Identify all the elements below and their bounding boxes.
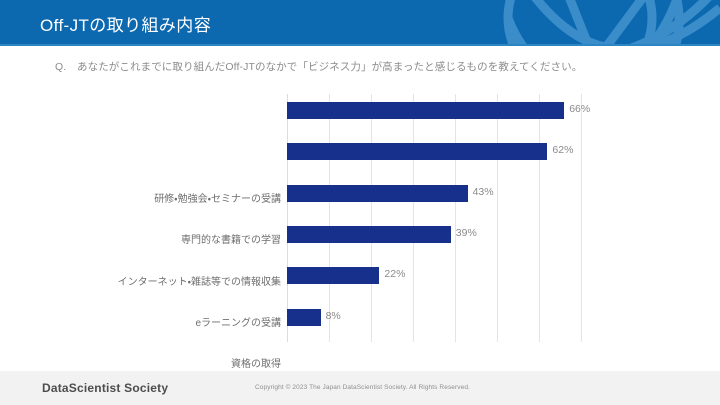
footer-copyright: Copyright © 2023 The Japan DataScientist… (255, 384, 470, 391)
bar (287, 308, 321, 326)
bar-row: 43% (287, 177, 581, 218)
page-title: Off-JTの取り組み内容 (40, 16, 212, 35)
category-label: インターネット・雑誌等での情報収集 (117, 276, 281, 288)
bar-row: 22% (287, 259, 581, 300)
gridline (539, 94, 540, 342)
bar-value-label: 39% (455, 227, 477, 239)
bar (287, 226, 451, 243)
category-row: インターネット・雑誌等での情報収集 (0, 267, 281, 308)
bar (287, 102, 565, 119)
globe-network-watermark-icon (503, 0, 720, 44)
category-label: 研修・勉強会・セミナーの受講 (154, 194, 281, 205)
bar-value-label: 62% (552, 144, 574, 157)
bar (287, 267, 380, 285)
bar-value-label: 66% (569, 103, 591, 115)
bar (287, 143, 548, 161)
question-text: Q. あなたがこれまでに取り組んだOff-JTのなかで「ビジネス力」が高まったと感… (55, 59, 685, 74)
plot-area: 66% 62% 43% 39% 22% 8% (287, 94, 590, 342)
gridline (287, 94, 288, 342)
gridline (329, 94, 330, 342)
bar-value-label: 8% (325, 309, 341, 322)
category-row: eラーニングの受講 (0, 308, 281, 349)
header-underline (0, 44, 720, 46)
question-body: あなたがこれまでに取り組んだOff-JTのなかで「ビジネス力」が高まったと感じる… (77, 61, 583, 73)
gridline (497, 94, 498, 342)
category-row: 研修・勉強会・セミナーの受講 (0, 184, 281, 225)
bar-value-label: 22% (384, 268, 406, 281)
gridline (581, 94, 582, 342)
gridline (455, 94, 456, 342)
bar-chart: 66% 62% 43% 39% 22% 8% 研修・勉強会・セミナーの受講専門的な書籍での… (0, 90, 720, 405)
bar (287, 184, 468, 202)
slide-header: Off-JTの取り組み内容 (0, 0, 720, 44)
category-row: 専門的な書籍での学習 (0, 225, 281, 266)
bar-row: 62% (287, 135, 581, 176)
footer-logo: DataScientist Society (42, 381, 169, 395)
bar-row: 8% (287, 301, 581, 342)
question-prefix: Q. (55, 61, 67, 73)
bar-row: 39% (287, 218, 581, 259)
bar-row: 66% (287, 94, 590, 135)
category-row: 資格の取得 (0, 349, 281, 390)
slide-footer: DataScientist Society Copyright © 2023 T… (0, 371, 720, 405)
category-label: 専門的な書籍での学習 (181, 235, 281, 247)
gridline (413, 94, 414, 342)
category-label: eラーニングの受講 (195, 318, 281, 329)
gridline (371, 94, 372, 342)
category-label: 資格の取得 (231, 359, 281, 371)
bar-value-label: 43% (472, 185, 494, 198)
